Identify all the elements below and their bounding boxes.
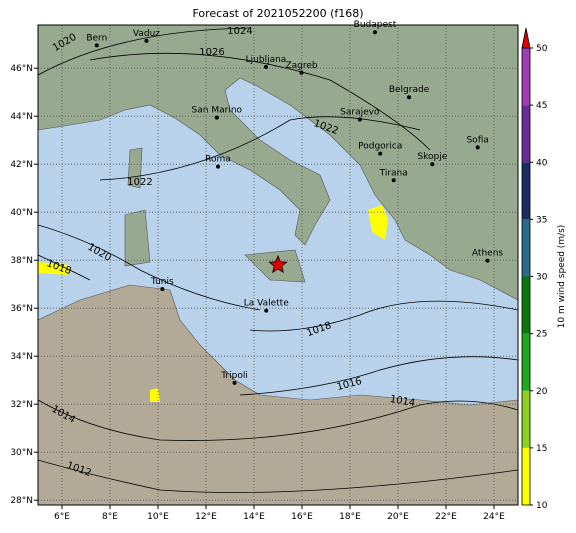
wind-patch xyxy=(150,388,160,402)
city-label: Ljubljana xyxy=(246,55,287,65)
isobar-label: 1014 xyxy=(389,394,416,409)
city-label: La Valette xyxy=(244,299,289,309)
city-dot xyxy=(232,380,237,385)
colorbar-tick-label: 50 xyxy=(536,44,548,54)
colorbar-tick-label: 35 xyxy=(536,215,547,225)
city-dot xyxy=(485,258,490,263)
x-tick-label: 22°E xyxy=(435,512,457,522)
city-label: Podgorica xyxy=(358,142,402,152)
city-dot xyxy=(94,43,99,48)
y-tick-label: 38°N xyxy=(10,256,33,266)
x-tick-label: 10°E xyxy=(147,512,169,522)
colorbar-tick-label: 25 xyxy=(536,330,547,340)
colorbar-segment xyxy=(522,333,530,391)
y-tick-label: 32°N xyxy=(10,400,33,410)
colorbar-tick-label: 15 xyxy=(536,444,547,454)
city-label: Belgrade xyxy=(389,85,430,95)
land-corsica xyxy=(127,147,143,189)
city-dot xyxy=(378,151,383,156)
city-dot xyxy=(407,95,412,100)
colorbar-tick-label: 20 xyxy=(536,387,548,397)
city-label: Bern xyxy=(86,33,107,43)
y-tick-label: 46°N xyxy=(10,64,33,74)
x-tick-label: 18°E xyxy=(339,512,361,522)
land-sardinia xyxy=(124,209,151,267)
colorbar-extend xyxy=(521,27,531,49)
isobars xyxy=(38,27,518,493)
map-frame xyxy=(37,24,519,506)
city-dot xyxy=(216,164,220,169)
colorbar-tick-label: 45 xyxy=(536,101,547,111)
city-dot xyxy=(144,38,149,43)
y-tick-label: 34°N xyxy=(10,352,33,362)
x-tick-label: 12°E xyxy=(195,512,217,522)
y-tick-label: 44°N xyxy=(10,112,33,122)
city-label: San Marino xyxy=(192,106,243,116)
city-label: Tirana xyxy=(379,168,408,178)
colorbar-segment xyxy=(522,390,530,448)
colorbar-segment xyxy=(522,219,530,277)
x-tick-label: 20°E xyxy=(387,512,409,522)
isobar-label: 1022 xyxy=(127,177,152,188)
colorbar: 10 15 20 25 30 35 40 45 50 10 m wind speed (m/s) xyxy=(521,27,567,511)
city-dot xyxy=(372,30,377,35)
y-tick-label: 36°N xyxy=(10,304,33,314)
y-tick-label: 28°N xyxy=(10,496,33,506)
city-label: Sarajevo xyxy=(340,108,380,118)
city-dot xyxy=(264,308,269,313)
city-dot xyxy=(391,178,396,183)
city-dot xyxy=(430,162,435,167)
x-tick-label: 24°E xyxy=(483,512,505,522)
land-europe xyxy=(38,25,518,301)
x-tick-label: 16°E xyxy=(291,512,313,522)
colorbar-segment xyxy=(522,447,530,505)
city-label: Roma xyxy=(205,155,231,165)
city-label: Skopje xyxy=(417,152,447,162)
city-label: Tunis xyxy=(150,277,174,287)
city-dot xyxy=(264,65,268,69)
colorbar-tick-label: 10 xyxy=(536,501,548,511)
city-label: Sofia xyxy=(466,135,488,145)
y-tick-label: 42°N xyxy=(10,160,33,170)
city-dot xyxy=(214,115,219,120)
colorbar-segment xyxy=(522,105,530,163)
colorbar-segment xyxy=(522,276,530,334)
wind-patch xyxy=(368,205,388,240)
colorbar-label: 10 m wind speed (m/s) xyxy=(557,225,567,329)
x-tick-label: 8°E xyxy=(102,512,118,522)
y-tick-label: 40°N xyxy=(10,208,33,218)
event-marker xyxy=(268,254,288,274)
x-tick-label: 6°E xyxy=(54,512,70,522)
x-tick-label: 14°E xyxy=(243,512,265,522)
city-dot xyxy=(357,117,362,122)
city-dot xyxy=(475,145,480,150)
city-label: Vaduz xyxy=(133,29,160,39)
y-tick-label: 30°N xyxy=(10,448,33,458)
graticule xyxy=(38,25,518,505)
colorbar-tick-label: 30 xyxy=(536,273,548,283)
city-dot xyxy=(299,70,304,75)
chart-title: Forecast of 2021052200 (f168) xyxy=(192,7,363,20)
colorbar-segment xyxy=(522,162,530,220)
city-label: Zagreb xyxy=(285,61,317,71)
city-dot xyxy=(160,287,165,291)
city-label: Tripoli xyxy=(220,371,248,381)
isobar-label: 1026 xyxy=(199,47,224,58)
isobar-label: 1024 xyxy=(227,26,252,37)
colorbar-segment xyxy=(522,48,530,106)
city-label: Athens xyxy=(472,249,503,259)
colorbar-tick-label: 40 xyxy=(536,158,548,168)
